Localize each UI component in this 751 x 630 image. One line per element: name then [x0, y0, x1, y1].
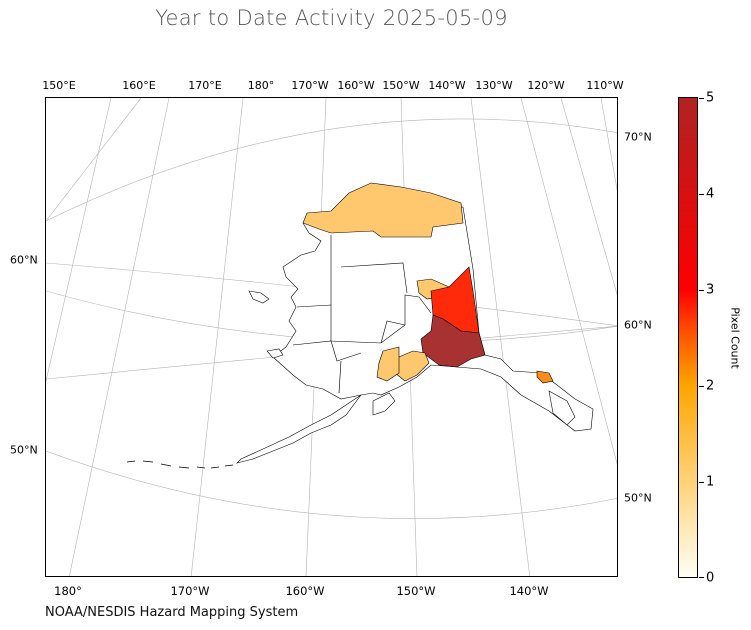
region-north-slope[interactable] [302, 182, 464, 238]
top-lon-label: 150°E [42, 79, 76, 92]
bottom-lon-label: 170°W [170, 584, 210, 598]
top-lon-label: 170°E [188, 79, 222, 92]
bottom-lon-label: 140°W [509, 584, 549, 598]
colorbar-tick [699, 98, 704, 99]
region-haines[interactable] [536, 370, 554, 384]
lat-line-50 [46, 450, 617, 519]
region-fills [302, 182, 554, 384]
colorbar-tick [699, 577, 704, 578]
meridian [46, 98, 142, 222]
meridian [560, 98, 617, 296]
top-lon-label: 120°W [527, 79, 565, 92]
region-matanuska-susitna[interactable] [376, 346, 400, 382]
colorbar-tick-label: 5 [706, 90, 715, 106]
colorbar-title: Pixel Count [728, 307, 742, 369]
meridian [190, 98, 244, 576]
nunivak-island [266, 348, 284, 359]
panhandle-islands [548, 390, 576, 426]
kodiak-island [372, 392, 396, 416]
left-lat-label: 60°N [10, 253, 38, 267]
right-lat-label: 60°N [624, 318, 652, 332]
top-lon-label: 170°W [291, 79, 329, 92]
left-lat-label: 50°N [10, 443, 38, 457]
colorbar-tick-label: 4 [706, 186, 715, 202]
top-lon-label: 140°W [428, 79, 466, 92]
borough-line [380, 320, 406, 344]
meridian [600, 98, 617, 192]
top-lon-label: 150°W [382, 79, 420, 92]
map-panel[interactable] [45, 97, 618, 577]
colorbar-tick [699, 290, 704, 291]
borough-line [292, 340, 362, 362]
map-svg [46, 98, 617, 576]
right-lat-label: 50°N [624, 491, 652, 505]
meridian [46, 98, 112, 382]
bottom-lon-label: 150°W [396, 584, 436, 598]
colorbar-tick [699, 386, 704, 387]
bottom-lon-label: 180° [54, 584, 82, 598]
aleutian-islands [126, 460, 234, 469]
borough-line [338, 360, 342, 394]
top-lon-label: 110°W [586, 79, 624, 92]
bottom-lon-label: 160°W [285, 584, 325, 598]
colorbar-tick-label: 1 [706, 474, 715, 490]
top-lon-label: 160°E [122, 79, 156, 92]
top-lon-label: 180° [247, 79, 275, 92]
right-lat-label: 70°N [624, 130, 652, 144]
st-lawrence-island [248, 290, 270, 304]
map-title: Year to Date Activity 2025-05-09 [155, 6, 508, 30]
lat-line-70 [46, 118, 617, 222]
colorbar-tick-label: 2 [706, 378, 715, 394]
meridian [470, 98, 531, 576]
meridian [520, 98, 617, 465]
alaska-peninsula [236, 394, 362, 464]
colorbar-tick [699, 482, 704, 483]
borough-line [340, 262, 408, 294]
top-lon-label: 160°W [337, 79, 375, 92]
colorbar-tick [699, 194, 704, 195]
colorbar-tick-label: 0 [706, 570, 715, 586]
colorbar-tick-label: 3 [706, 282, 715, 298]
top-lon-label: 130°W [475, 79, 513, 92]
region-copper-river[interactable] [420, 314, 486, 368]
borough-line [296, 304, 332, 308]
meridian [69, 98, 170, 576]
colorbar [678, 97, 698, 578]
footer-credit: NOAA/NESDIS Hazard Mapping System [45, 605, 299, 620]
